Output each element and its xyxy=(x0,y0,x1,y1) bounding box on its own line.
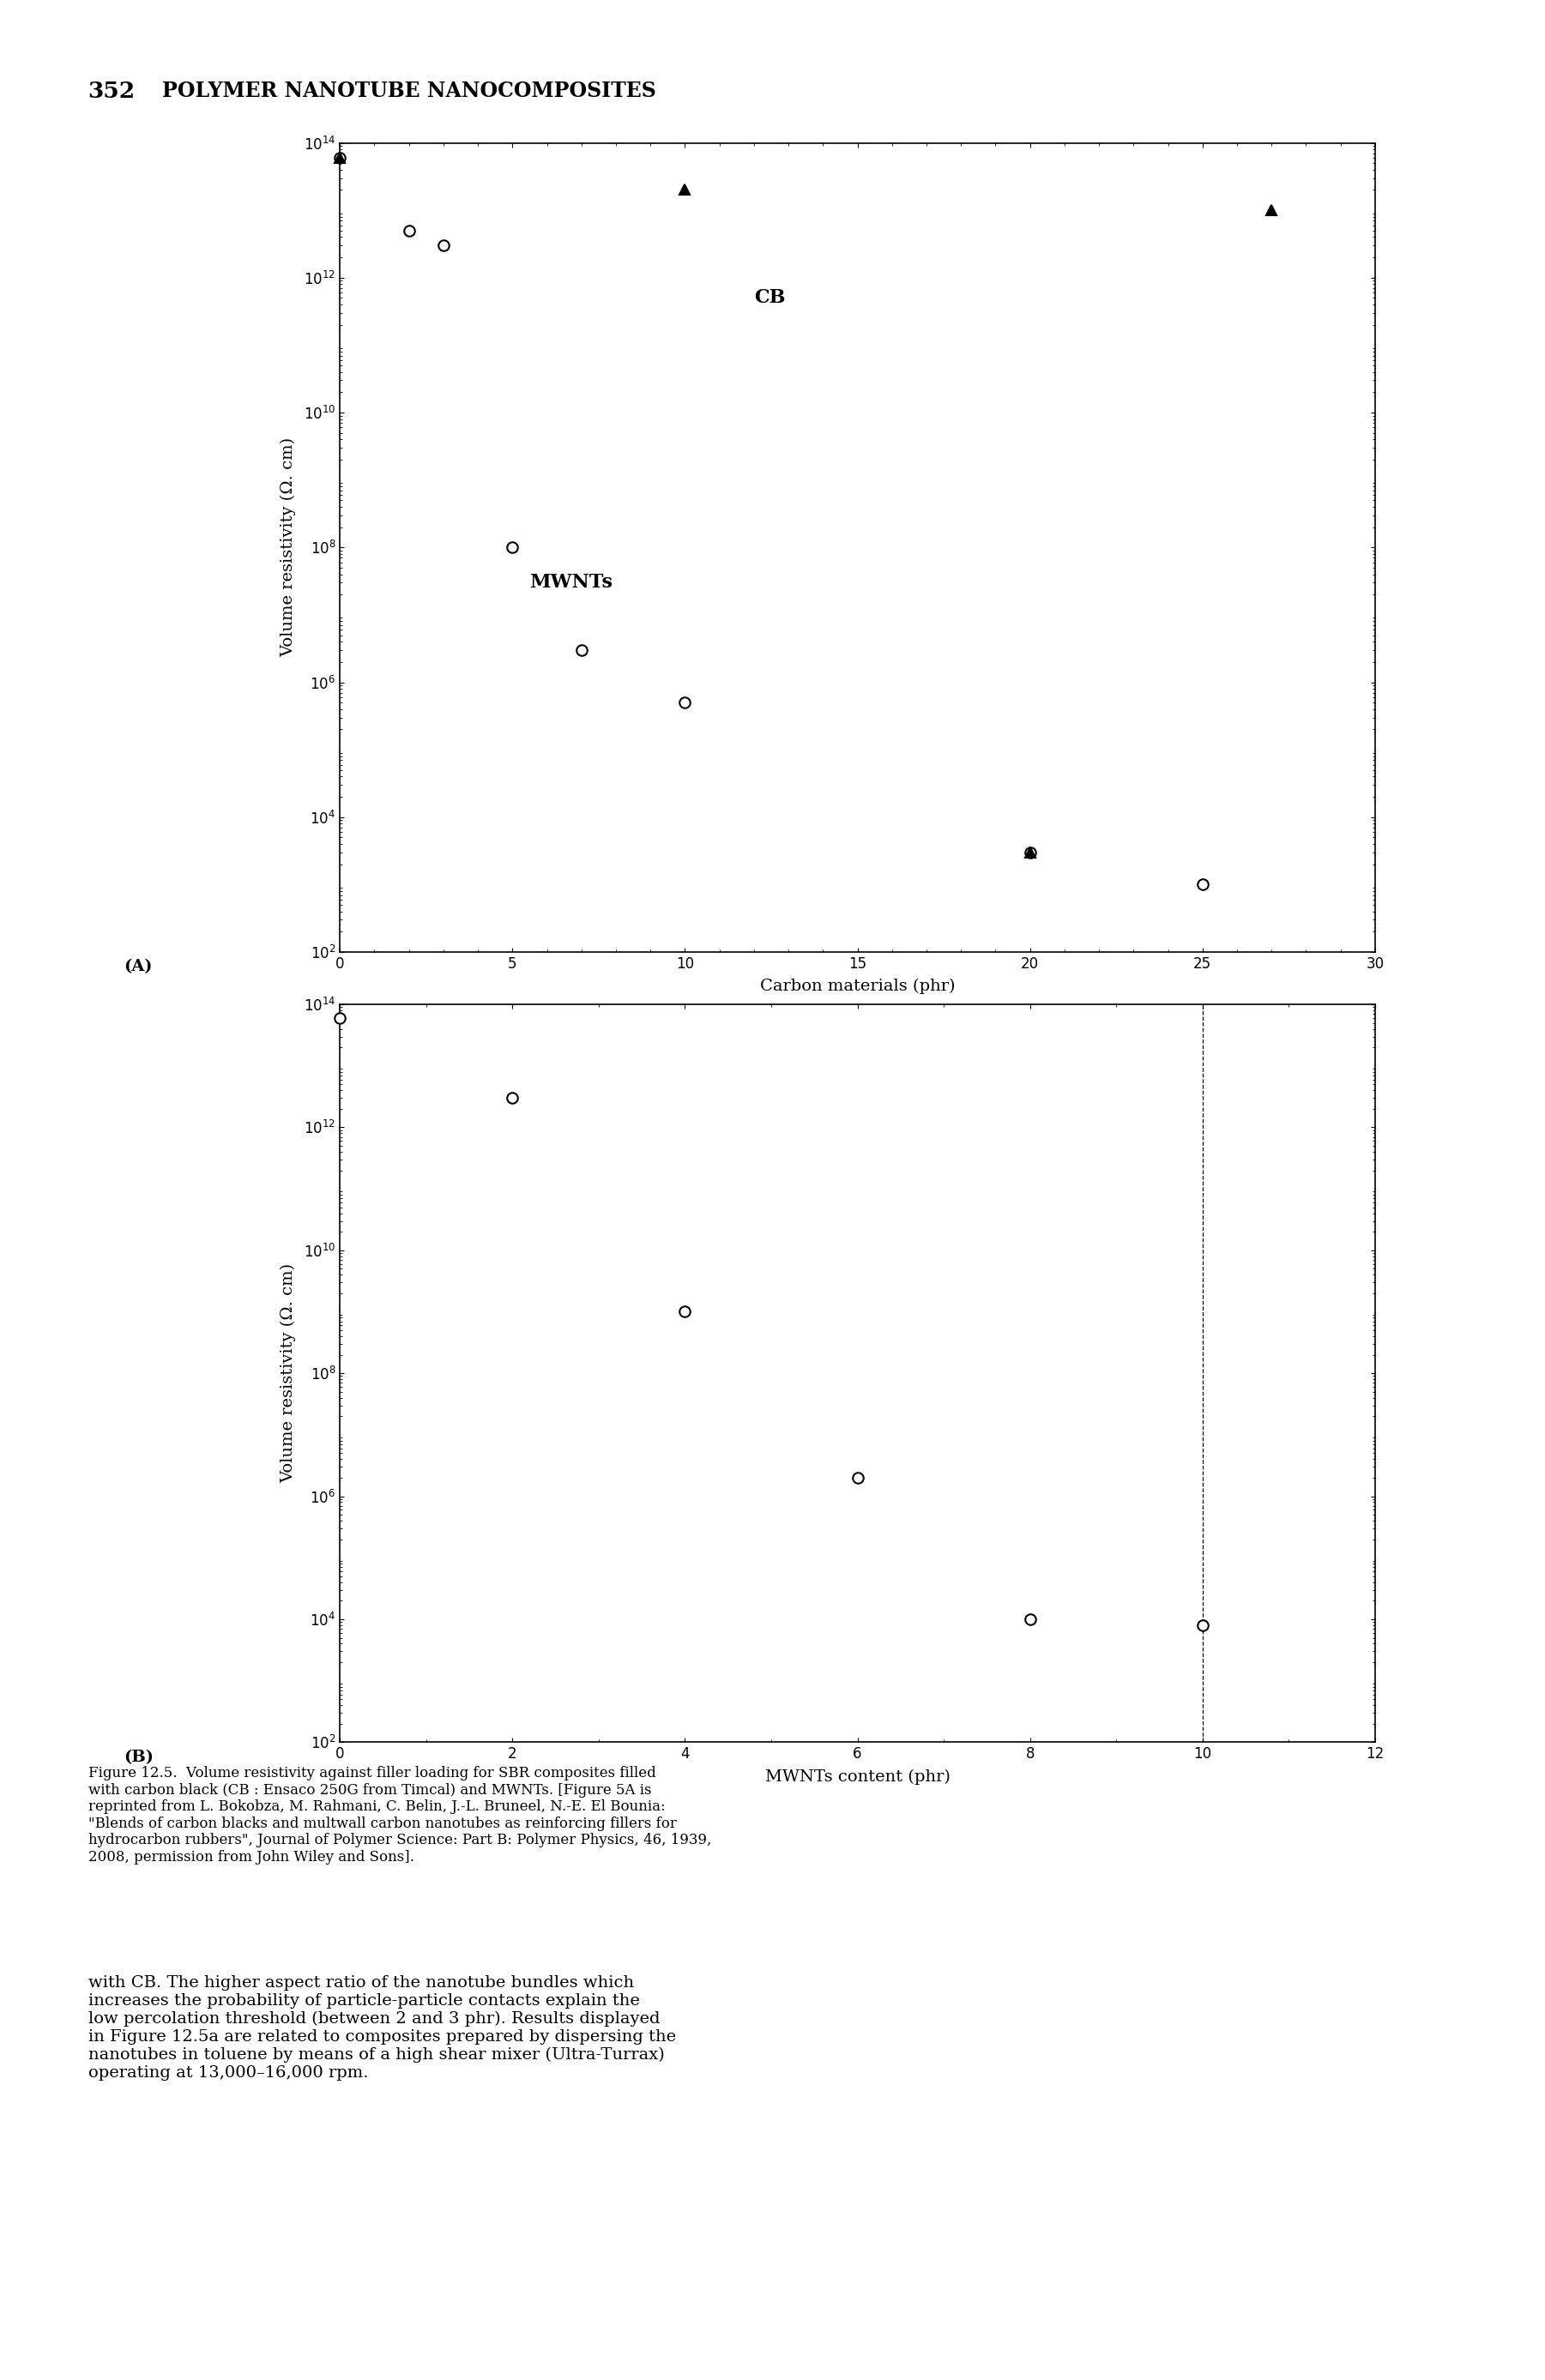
Text: MWNTs: MWNTs xyxy=(530,574,613,593)
Text: with CB. The higher aspect ratio of the nanotube bundles which
increases the pro: with CB. The higher aspect ratio of the … xyxy=(88,1975,675,2080)
Text: (B): (B) xyxy=(124,1749,153,1764)
X-axis label: Carbon materials (phr): Carbon materials (phr) xyxy=(760,978,955,995)
Text: CB: CB xyxy=(754,288,785,307)
Y-axis label: Volume resistivity (Ω. cm): Volume resistivity (Ω. cm) xyxy=(281,1264,297,1483)
Text: Figure 12.5.  Volume resistivity against filler loading for SBR composites fille: Figure 12.5. Volume resistivity against … xyxy=(88,1766,711,1864)
Text: 352: 352 xyxy=(88,81,136,102)
Y-axis label: Volume resistivity (Ω. cm): Volume resistivity (Ω. cm) xyxy=(281,438,297,657)
X-axis label: MWNTs content (phr): MWNTs content (phr) xyxy=(765,1768,950,1785)
Text: POLYMER NANOTUBE NANOCOMPOSITES: POLYMER NANOTUBE NANOCOMPOSITES xyxy=(162,81,657,102)
Text: (A): (A) xyxy=(124,959,153,973)
